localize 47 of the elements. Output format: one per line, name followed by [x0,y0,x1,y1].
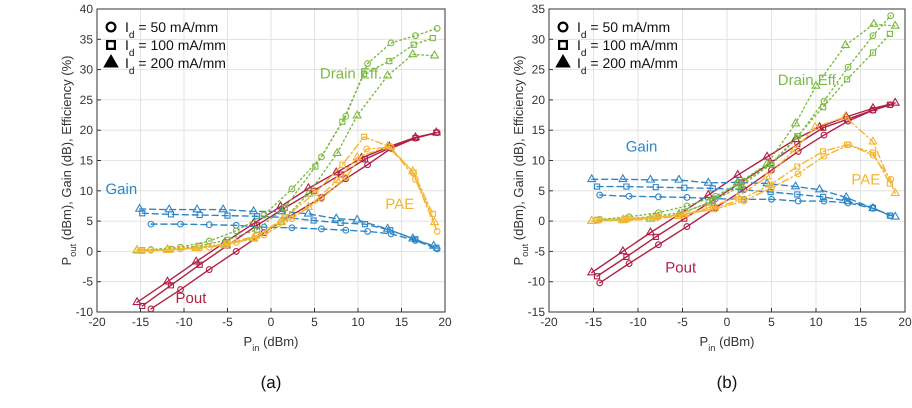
x-tick-label: 5 [311,315,318,329]
annotation: PAE [851,172,880,189]
x-tick-label: 10 [351,315,365,329]
y-tick-label: 0 [538,214,546,228]
x-tick-label: -5 [222,315,234,329]
text: (a) [260,373,282,392]
y-tick-label: 25 [532,62,546,77]
y-tick-label: 5 [538,184,546,198]
annotation: Gain [106,180,138,198]
y-tick-label: 20 [532,92,546,107]
x-tick-label: 5 [768,315,776,329]
y-tick-label: 35 [532,2,546,16]
x-tick-label: -15 [132,315,150,329]
y-tick-label: 0 [86,244,94,258]
y-tick-label: 15 [532,123,546,138]
x-tick-label: 15 [854,315,868,329]
y-tick-label: 30 [80,62,94,77]
x-tick-label: 0 [724,315,731,329]
x-tick-label: -10 [629,315,647,329]
y-tick-label: 30 [532,32,546,46]
y-tick-label: -10 [528,274,546,289]
x-axis-title: P$_{in}$ (dBm) [700,334,754,353]
y-tick-label: 40 [80,2,94,16]
annotation: PAE [385,196,414,213]
x-tick-label: -5 [677,315,688,329]
annotation: Pout [176,290,208,307]
y-tick-label: 20 [80,123,94,138]
annotation: Pout [665,260,697,277]
x-tick-label: -10 [175,315,193,329]
y-tick-label: -5 [534,244,546,258]
x-tick-label: 20 [438,315,452,329]
x-tick-label: -15 [584,315,602,329]
y-tick-label: 10 [532,154,546,168]
annotation: Drain Eff. [778,72,840,89]
y-tick-label: -5 [82,274,94,289]
x-tick-label: 0 [268,315,275,329]
y-tick-label: 5 [86,214,94,228]
y-tick-label: 25 [80,92,94,107]
y-tick-label: 15 [80,154,94,168]
y-tick-label: 35 [80,32,94,46]
x-tick-label: 10 [809,315,823,329]
x-tick-label: 15 [394,315,408,329]
y-tick-label: 10 [80,184,94,198]
annotation: Gain [626,138,658,156]
x-tick-label: 20 [898,315,912,329]
text: (b) [716,373,738,392]
x-axis-title: P$_{in}$ (dBm) [244,334,298,353]
